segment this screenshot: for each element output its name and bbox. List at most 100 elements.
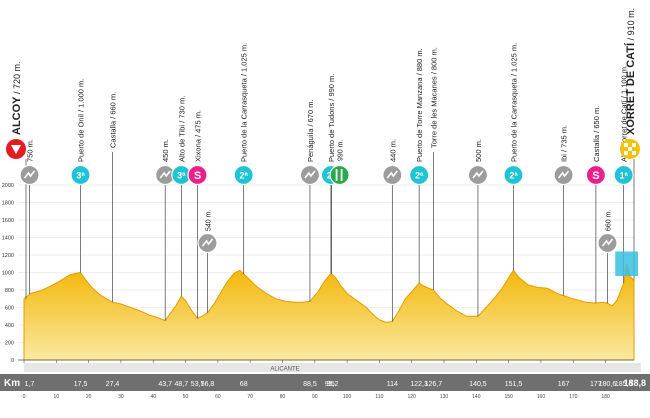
km-value: 43,7 [158, 381, 172, 388]
finish-climb-highlight [615, 251, 638, 276]
mountain-climb-icon [613, 164, 634, 186]
km-tick-label: 30 [118, 394, 124, 400]
km-value: 68 [240, 381, 248, 388]
km-value: 17,5 [74, 381, 88, 388]
km-tick-label: 0 [23, 394, 26, 400]
km-tick-label: 40 [150, 394, 156, 400]
climb-category: 1ª [619, 171, 628, 181]
cutlery-icon [335, 169, 343, 181]
mountain-climb-icon [409, 164, 430, 186]
km-tick-label: 80 [280, 394, 286, 400]
alt-tick-label: 1200 [2, 253, 14, 259]
marker-label: 540 m. [206, 210, 213, 231]
km-tick-label: 70 [247, 394, 253, 400]
region-band [24, 363, 641, 372]
marker-label: Alto Xorret de Catí / 1.100 m. [620, 65, 629, 162]
alt-tick-label: 1600 [2, 218, 14, 224]
intermediate-arrow-icon [304, 170, 316, 179]
km-value: 1,7 [25, 381, 35, 388]
km-tick-label: 180 [601, 394, 610, 400]
km-value: 95 [327, 381, 335, 388]
km-value: 151,5 [505, 381, 523, 388]
finish-checker [628, 147, 632, 151]
intermediate-arrow-icon [601, 238, 614, 247]
mountain-climb-icon [233, 164, 254, 186]
climb-category: 3ª [177, 171, 186, 181]
marker-label: 750 m. [25, 139, 34, 162]
finish-checker [624, 143, 628, 147]
alt-tick-label: 1000 [2, 271, 14, 277]
km-band [0, 374, 650, 391]
region-label: ALICANTE [270, 367, 299, 373]
marker-label: Puerto de la Carrasqueta / 1.025 m. [240, 43, 249, 162]
km-tick-label: 60 [215, 394, 221, 400]
finish-label: XORRET DE CATÍ / 910 m. [624, 8, 637, 135]
start-label: ALCOY / 720 m. [11, 61, 23, 135]
km-tick-label: 170 [569, 394, 578, 400]
finish-checker [624, 151, 628, 155]
climb-category: 2ª [240, 171, 249, 181]
km-tick-label: 150 [504, 394, 513, 400]
km-value: 88,5 [303, 381, 317, 388]
climb-category: 2ª [509, 171, 518, 181]
intermediate-arrow-icon [557, 170, 570, 179]
alt-tick-label: 600 [5, 306, 14, 312]
km-value: 185,6 [615, 381, 633, 388]
km-value: 177 [590, 381, 602, 388]
climb-category: 2ª [415, 171, 424, 181]
km-value: 140,5 [469, 381, 487, 388]
marker-label: Alto de Tibi / 730 m. [177, 96, 186, 162]
climb-category: 3ª [76, 171, 85, 181]
intermediate-arrow-icon [201, 238, 214, 247]
alt-tick-label: 2000 [2, 183, 14, 189]
km-value: 122,3 [410, 381, 428, 388]
marker-label: 990 m. [338, 140, 345, 161]
km-tick-label: 160 [537, 394, 546, 400]
km-tick-label: 20 [86, 394, 92, 400]
km-value: 180,6 [599, 381, 617, 388]
intermediate-arrow-icon [159, 170, 171, 179]
marker-label: Puerto de Onil / 1.000 m. [77, 79, 86, 162]
alt-tick-label: 200 [5, 341, 14, 347]
altitude-profile-area [23, 263, 635, 361]
sprint-icon [585, 164, 606, 186]
km-tick-label: 90 [312, 394, 318, 400]
km-tick-label: 130 [440, 394, 449, 400]
marker-label: Penáguila / 670 m. [306, 99, 315, 162]
marker-label: Xixona / 475 m. [194, 110, 203, 162]
intermediate-arrow-icon [386, 170, 398, 179]
km-tick-label: 100 [343, 394, 352, 400]
km-tick-label: 10 [54, 394, 60, 400]
km-tick-label: 110 [375, 394, 383, 400]
marker-label: Ibi / 735 m. [560, 125, 569, 162]
km-tick-label: 50 [183, 394, 189, 400]
km-label: Km [4, 378, 20, 389]
marker-label: Puerto de Tudons / 990 m. [327, 74, 336, 162]
km-value: 126,7 [425, 381, 443, 388]
alt-tick-label: 800 [5, 288, 14, 294]
alt-tick-label: 1800 [2, 201, 14, 207]
finish-checker [632, 151, 636, 155]
marker-label: Puerto de Torre Manzana / 880 m. [415, 48, 424, 162]
marker-label: Puerto de la Carrasqueta / 1.025 m. [509, 43, 518, 162]
sprint-letter: S [194, 170, 201, 182]
marker-label: 500 m. [474, 139, 483, 162]
sprint-icon [187, 164, 208, 186]
km-value: 27,4 [106, 381, 120, 388]
marker-label: Castalla / 650 m. [592, 106, 601, 162]
km-value: 114 [387, 381, 398, 388]
marker-label: 450 m. [161, 139, 170, 162]
km-value: 167 [558, 381, 570, 388]
marker-label: 440 m. [388, 139, 397, 162]
km-value: 48,7 [175, 381, 189, 388]
intermediate-arrow-icon [472, 170, 484, 179]
start-arrow-icon [11, 145, 21, 154]
finish-checker [632, 143, 636, 147]
alt-tick-label: 400 [5, 323, 14, 329]
km-value: 56,8 [201, 381, 215, 388]
marker-label: Torre de les Macanes / 800 m. [429, 47, 438, 148]
km-value: 53,7 [191, 381, 205, 388]
sprint-letter: S [592, 170, 599, 182]
